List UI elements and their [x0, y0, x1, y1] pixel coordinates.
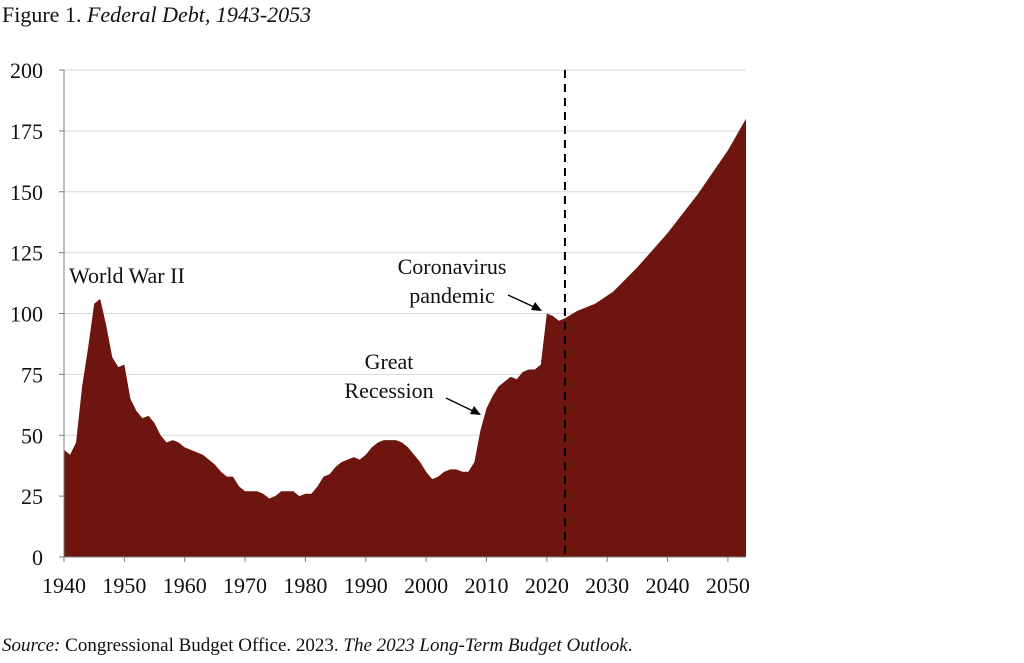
x-tick-label-1950: 1950 [102, 573, 146, 598]
x-tick-label-1970: 1970 [223, 573, 267, 598]
x-tick-label-1960: 1960 [163, 573, 207, 598]
annotation-coronavirus-line2: pandemic [409, 283, 495, 308]
source-text-a: Congressional Budget Office. 2023. [65, 635, 339, 656]
y-tick-label-25: 25 [21, 484, 43, 509]
annotation-coronavirus-line1: Coronavirus [398, 254, 507, 279]
coronavirus-arrow [507, 294, 535, 308]
figure-title: Figure 1. Federal Debt, 1943-2053 [2, 2, 311, 28]
y-tick-label-175: 175 [10, 119, 43, 144]
y-tick-label-150: 150 [10, 180, 43, 205]
source-text-b: The 2023 Long-Term Budget Outlook [343, 635, 628, 656]
great-recession-arrow [445, 397, 474, 412]
y-tick-label-100: 100 [10, 302, 43, 327]
y-tick-label-0: 0 [32, 545, 43, 570]
source-note: Source: Congressional Budget Office. 202… [2, 634, 632, 658]
x-tick-label-2010: 2010 [464, 573, 508, 598]
y-tick-label-50: 50 [21, 423, 43, 448]
great-recession-arrowhead [470, 406, 481, 415]
debt-area [64, 118, 746, 557]
figure-label: Figure 1. [2, 2, 82, 27]
y-tick-labels: 0 25 50 75 100 125 150 175 200 [10, 58, 43, 570]
source-text-c: . [627, 635, 633, 656]
x-tick-label-2040: 2040 [646, 573, 690, 598]
figure-title-text: Federal Debt, 1943-2053 [86, 2, 312, 27]
y-tick-label-75: 75 [21, 362, 43, 387]
x-tick-label-2020: 2020 [525, 573, 569, 598]
annotation-world-war-ii: World War II [69, 263, 185, 288]
coronavirus-arrowhead [531, 302, 542, 311]
annotation-great-recession-line2: Recession [344, 378, 433, 403]
x-tick-label-2050: 2050 [706, 573, 750, 598]
x-tick-label-2000: 2000 [404, 573, 448, 598]
x-tick-label-2030: 2030 [585, 573, 629, 598]
annotation-great-recession-line1: Great [365, 349, 414, 374]
axes [59, 69, 746, 562]
x-tick-labels: 1940 1950 1960 1970 1980 1990 2000 2010 2020 2030… [42, 573, 750, 598]
source-label: Source: [2, 635, 61, 656]
x-tick-label-1990: 1990 [344, 573, 388, 598]
y-tick-label-125: 125 [10, 241, 43, 266]
x-tick-label-1980: 1980 [283, 573, 327, 598]
x-tick-label-1940: 1940 [42, 573, 86, 598]
y-tick-label-200: 200 [10, 58, 43, 83]
